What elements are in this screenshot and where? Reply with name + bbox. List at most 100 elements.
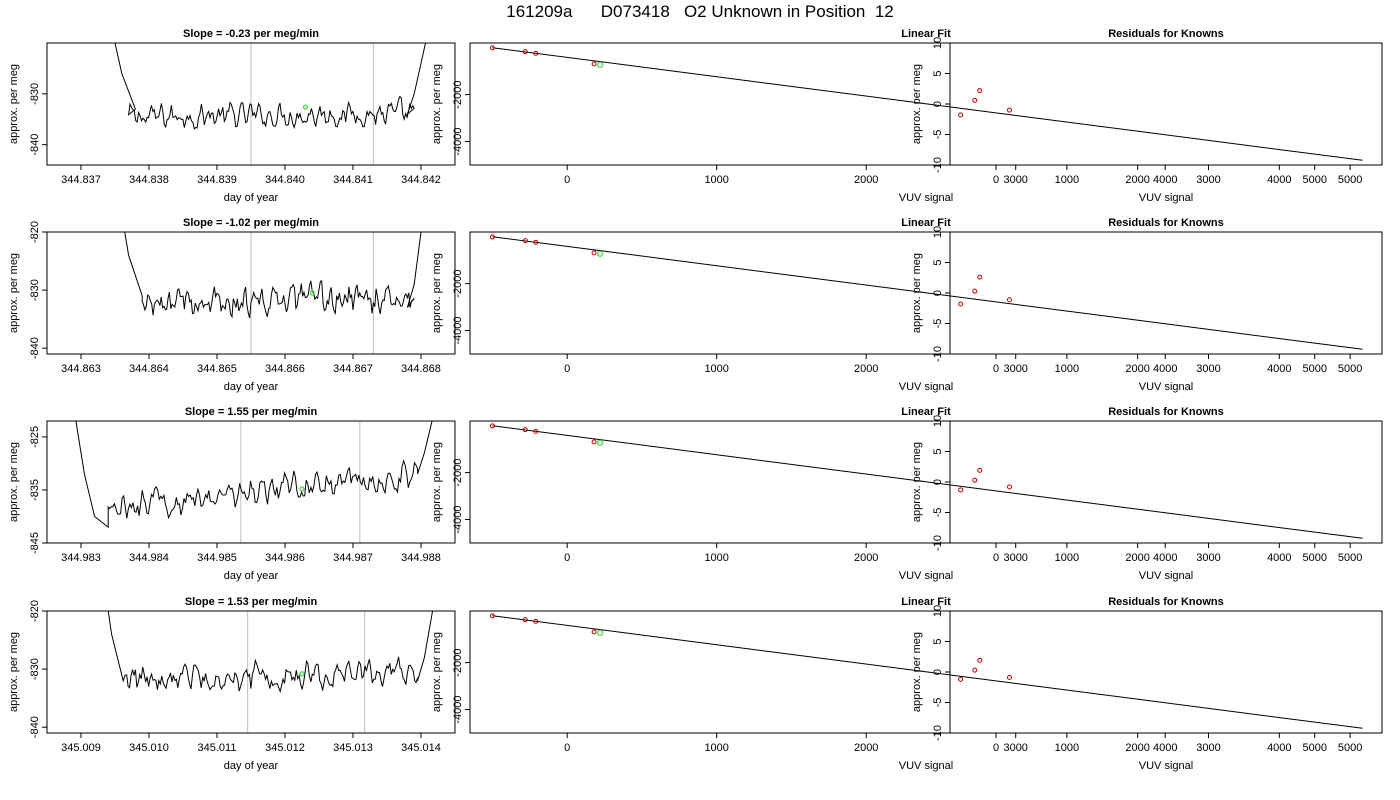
plot-frame [949, 610, 1383, 734]
x-tick-label: 0 [564, 174, 570, 186]
panel-title: Slope = 1.55 per meg/min [185, 406, 318, 418]
plot-area [958, 657, 1012, 682]
y-tick-label: -10 [932, 346, 944, 362]
x-tick-label: 1000 [1055, 363, 1079, 375]
y-tick-label: -2000 [452, 81, 464, 109]
y-tick-label: 5 [932, 259, 944, 265]
y-tick-label: -10 [932, 725, 944, 741]
panel-title: Residuals for Knowns [1108, 406, 1224, 418]
y-axis-label: approx. per meg [911, 442, 923, 522]
y-tick-label: -4000 [452, 316, 464, 344]
x-tick-label: 344.839 [197, 174, 237, 186]
x-tick-label: 4000 [1153, 174, 1177, 186]
y-tick-label: 0 [932, 101, 944, 107]
x-tick-label: 1000 [1055, 742, 1079, 754]
x-tick-label: 345.011 [198, 742, 237, 754]
residual-point [958, 112, 964, 118]
residual-point [1006, 674, 1012, 680]
y-tick-label: -10 [932, 535, 944, 551]
y-tick-label: -845 [29, 532, 41, 554]
y-axis-label: approx. per meg [911, 253, 923, 333]
y-tick-label: -840 [29, 337, 41, 359]
plot-area [75, 421, 433, 543]
plot-area [489, 45, 1363, 161]
x-tick-label: 344.837 [61, 174, 101, 186]
series-trace [124, 232, 422, 319]
y-axis-label: approx. per meg [911, 632, 923, 712]
plot-frame [949, 231, 1383, 355]
panel-title: Slope = -0.23 per meg/min [183, 28, 319, 40]
plot-area [107, 611, 434, 733]
residual-point [958, 676, 964, 682]
x-tick-label: 3000 [1003, 174, 1027, 186]
y-axis-label: approx. per meg [8, 253, 20, 333]
y-axis-label: approx. per meg [911, 64, 923, 144]
x-tick-label: 3000 [1003, 742, 1027, 754]
plot-frame [46, 610, 456, 734]
x-axis-label: VUV signal [899, 760, 953, 772]
y-tick-label: -825 [29, 426, 41, 448]
y-tick-label: 5 [932, 448, 944, 454]
panel-r4-c3: Residuals for Knowns 0 1000 2000 3000 4000 500… [911, 596, 1383, 772]
y-tick-label: -820 [29, 600, 41, 622]
unknown-point [302, 104, 308, 110]
x-axis-label: VUV signal [1139, 381, 1193, 393]
known-point [533, 239, 539, 245]
plot-frame [46, 420, 456, 544]
y-tick-label: -10 [932, 157, 944, 173]
panel-title: Linear Fit [901, 28, 951, 40]
y-axis-label: approx. per meg [8, 632, 20, 712]
residual-point [972, 97, 978, 103]
x-axis-label: day of year [224, 381, 279, 393]
unknown-point [596, 61, 604, 68]
plot-area [958, 467, 1012, 493]
x-axis-label: day of year [224, 570, 279, 582]
panel-r4-c1: Slope = 1.53 per meg/min 345.009 345.010 34… [8, 596, 456, 772]
y-tick-label: -830 [29, 83, 41, 105]
panel-title: Linear Fit [901, 217, 951, 229]
x-tick-label: 344.983 [61, 552, 101, 564]
unknown-point [596, 439, 604, 446]
x-tick-label: 5000 [1338, 552, 1362, 564]
x-tick-label: 1000 [1055, 174, 1079, 186]
residual-point [958, 487, 964, 493]
y-tick-label: -840 [29, 716, 41, 738]
x-tick-label: 345.010 [129, 742, 169, 754]
x-tick-label: 4000 [1267, 174, 1291, 186]
panel-r1-c1: Slope = -0.23 per meg/min 344.837 344.838 3… [8, 28, 456, 204]
x-axis-label: VUV signal [1139, 760, 1193, 772]
residual-point [977, 467, 983, 473]
x-tick-label: 4000 [1267, 742, 1291, 754]
y-tick-label: 10 [932, 605, 944, 617]
x-tick-label: 2000 [1125, 174, 1149, 186]
x-tick-label: 344.984 [129, 552, 169, 564]
y-tick-label: -5 [932, 319, 944, 329]
known-point [533, 50, 539, 56]
plot-area [114, 43, 427, 165]
x-tick-label: 344.867 [333, 363, 373, 375]
page-title: 161209a D073418 O2 Unknown in Position 1… [506, 2, 894, 21]
known-point [533, 428, 539, 434]
x-axis-label: day of year [224, 192, 279, 204]
x-axis-label: day of year [224, 760, 279, 772]
x-tick-label: 344.841 [333, 174, 373, 186]
fit-line [492, 236, 1363, 350]
y-tick-label: -830 [29, 658, 41, 680]
y-tick-label: 0 [932, 290, 944, 296]
x-tick-label: 2000 [854, 363, 878, 375]
x-tick-label: 345.014 [401, 742, 441, 754]
x-tick-label: 1000 [704, 742, 728, 754]
x-tick-label: 344.985 [197, 552, 237, 564]
x-tick-label: 2000 [854, 552, 878, 564]
x-axis-label: VUV signal [1139, 192, 1193, 204]
x-tick-label: 0 [564, 363, 570, 375]
x-tick-label: 3000 [1196, 742, 1220, 754]
x-tick-label: 344.863 [61, 363, 101, 375]
x-tick-label: 345.009 [61, 742, 101, 754]
plot-area [958, 88, 1012, 118]
x-tick-label: 5000 [1338, 174, 1362, 186]
x-tick-label: 0 [564, 552, 570, 564]
fit-line [492, 615, 1363, 729]
x-tick-label: 345.013 [333, 742, 373, 754]
